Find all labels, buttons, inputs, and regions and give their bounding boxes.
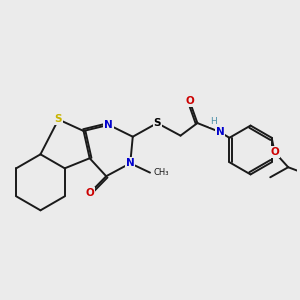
Text: O: O	[85, 188, 94, 198]
Text: N: N	[104, 120, 113, 130]
Text: O: O	[270, 147, 279, 157]
Text: S: S	[153, 118, 161, 128]
Text: H: H	[210, 118, 217, 127]
Text: O: O	[185, 96, 194, 106]
Text: N: N	[216, 127, 224, 137]
Text: S: S	[55, 115, 62, 124]
Text: N: N	[126, 158, 135, 168]
Text: CH₃: CH₃	[154, 168, 169, 177]
